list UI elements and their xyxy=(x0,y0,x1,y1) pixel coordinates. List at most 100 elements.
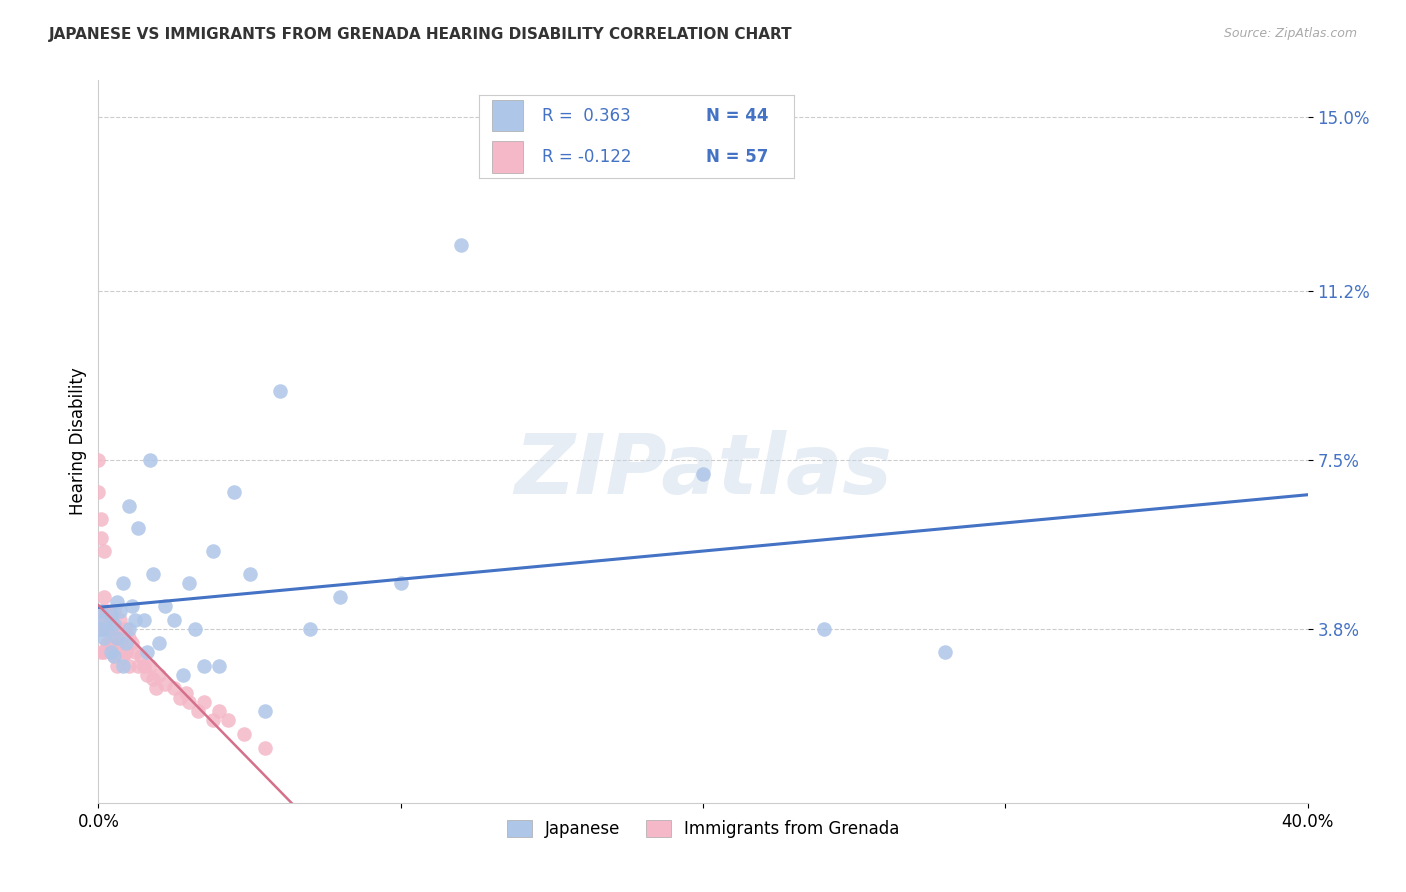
Point xyxy=(93,613,115,627)
Point xyxy=(179,695,201,709)
Point xyxy=(124,645,146,659)
Point xyxy=(96,622,118,636)
Point xyxy=(208,658,231,673)
Point xyxy=(179,576,201,591)
Point xyxy=(90,622,112,636)
Point xyxy=(269,384,291,399)
Point xyxy=(90,622,112,636)
Point xyxy=(163,681,186,696)
Point xyxy=(253,740,276,755)
Point xyxy=(193,695,215,709)
Point xyxy=(93,544,115,558)
Point xyxy=(239,567,262,582)
Point xyxy=(148,636,170,650)
Point xyxy=(90,604,112,618)
Point xyxy=(108,613,131,627)
Point xyxy=(135,645,157,659)
Text: ZIPatlas: ZIPatlas xyxy=(515,430,891,511)
Point xyxy=(202,544,225,558)
Point xyxy=(90,531,112,545)
Point xyxy=(103,649,125,664)
Point xyxy=(96,613,118,627)
Point xyxy=(127,521,149,535)
Point xyxy=(111,658,134,673)
Point xyxy=(450,238,472,252)
Point xyxy=(224,484,246,499)
Point xyxy=(90,512,112,526)
Point xyxy=(111,622,134,636)
Point xyxy=(96,622,118,636)
Point xyxy=(96,636,118,650)
Point xyxy=(93,645,115,659)
Point xyxy=(103,604,125,618)
Point xyxy=(100,622,122,636)
Text: JAPANESE VS IMMIGRANTS FROM GRENADA HEARING DISABILITY CORRELATION CHART: JAPANESE VS IMMIGRANTS FROM GRENADA HEAR… xyxy=(49,27,793,42)
Point xyxy=(142,673,165,687)
Text: Source: ZipAtlas.com: Source: ZipAtlas.com xyxy=(1223,27,1357,40)
Point xyxy=(114,645,136,659)
Point xyxy=(87,453,110,467)
Point xyxy=(90,613,112,627)
Point xyxy=(139,453,162,467)
Point xyxy=(114,636,136,650)
Point xyxy=(96,604,118,618)
Point xyxy=(153,599,176,614)
Point xyxy=(108,604,131,618)
Point xyxy=(153,677,176,691)
Point xyxy=(100,636,122,650)
Point xyxy=(172,667,194,681)
Point xyxy=(208,704,231,718)
Point xyxy=(389,576,412,591)
Legend: Japanese, Immigrants from Grenada: Japanese, Immigrants from Grenada xyxy=(501,814,905,845)
Point xyxy=(124,613,146,627)
Point xyxy=(299,622,322,636)
Point xyxy=(202,714,225,728)
Point xyxy=(103,617,125,632)
Point xyxy=(111,649,134,664)
Point xyxy=(169,690,191,705)
Point xyxy=(163,613,186,627)
Point xyxy=(121,636,143,650)
Point xyxy=(127,658,149,673)
Point xyxy=(813,622,835,636)
Point xyxy=(93,590,115,604)
Point xyxy=(145,681,167,696)
Point xyxy=(103,622,125,636)
Point xyxy=(118,658,141,673)
Point xyxy=(105,622,128,636)
Point xyxy=(118,499,141,513)
Point xyxy=(132,613,155,627)
Point xyxy=(100,613,122,627)
Point xyxy=(934,645,956,659)
Point xyxy=(329,590,352,604)
Point xyxy=(118,622,141,636)
Y-axis label: Hearing Disability: Hearing Disability xyxy=(69,368,87,516)
Point xyxy=(93,622,115,636)
Point xyxy=(103,649,125,664)
Point xyxy=(118,631,141,645)
Point xyxy=(692,467,714,481)
Point xyxy=(105,636,128,650)
Point xyxy=(184,622,207,636)
Point xyxy=(174,686,197,700)
Point xyxy=(132,658,155,673)
Point xyxy=(193,658,215,673)
Point xyxy=(108,636,131,650)
Point xyxy=(114,622,136,636)
Point xyxy=(105,631,128,645)
Point xyxy=(129,649,152,664)
Point xyxy=(105,658,128,673)
Point xyxy=(232,727,254,741)
Point xyxy=(253,704,276,718)
Point xyxy=(135,667,157,681)
Point xyxy=(100,608,122,623)
Point xyxy=(100,645,122,659)
Point xyxy=(142,567,165,582)
Point xyxy=(139,658,162,673)
Point xyxy=(87,622,110,636)
Point xyxy=(121,599,143,614)
Point xyxy=(105,594,128,608)
Point xyxy=(111,576,134,591)
Point xyxy=(93,604,115,618)
Point xyxy=(93,631,115,645)
